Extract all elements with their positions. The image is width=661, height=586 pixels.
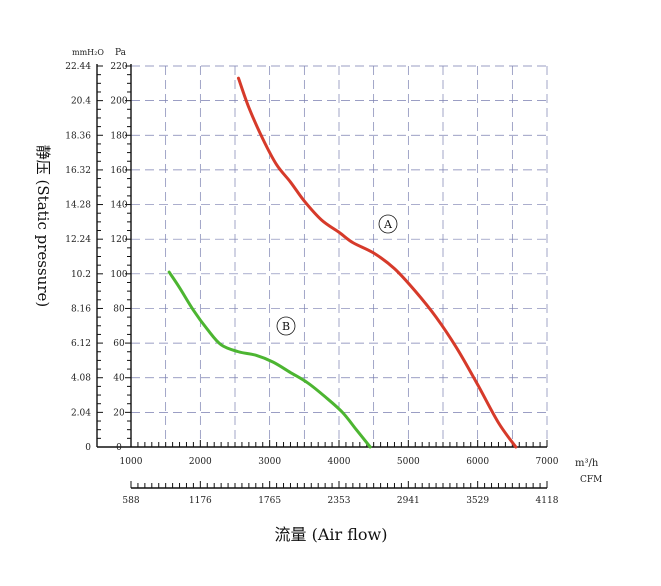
- x-axis-title: 流量 (Air flow): [275, 525, 388, 544]
- cfm-tick-label: 4118: [536, 496, 559, 506]
- y-tick-label-mmh2o: 4.08: [71, 374, 91, 384]
- x-unit-primary: m³/h: [575, 458, 599, 469]
- x-tick-label: 6000: [466, 457, 489, 467]
- series-line-a: [236, 76, 518, 449]
- y-tick-label-pa: 40: [113, 374, 125, 384]
- x-tick-label: 5000: [397, 457, 420, 467]
- cfm-tick-label: 1765: [258, 496, 281, 506]
- y-tick-label-mmh2o: 18.36: [65, 131, 91, 141]
- y-tick-label-pa: 120: [110, 235, 127, 245]
- x-tick-label: 7000: [536, 457, 559, 467]
- y-tick-label-mmh2o: 6.12: [71, 339, 91, 349]
- y-axis-title: 静压 (Static pressure): [34, 145, 52, 307]
- y-tick-label-pa: 140: [110, 201, 127, 211]
- x-tick-label: 1000: [120, 457, 143, 467]
- series-b-label: B: [282, 320, 290, 333]
- cfm-tick-label: 2353: [328, 496, 351, 506]
- y-tick-label-mmh2o: 8.16: [71, 304, 91, 314]
- y-tick-label-mmh2o: 0: [85, 443, 91, 453]
- y-tick-label-pa: 160: [110, 166, 127, 176]
- y-tick-label-pa: 220: [110, 62, 127, 72]
- cfm-tick-label: 3529: [466, 496, 489, 506]
- y-tick-label-mmh2o: 16.32: [65, 166, 91, 176]
- x-tick-label: 3000: [258, 457, 281, 467]
- series-line-b: [167, 270, 372, 449]
- cfm-tick-label: 2941: [397, 496, 420, 506]
- y-tick-label-pa: 0: [116, 443, 122, 453]
- ticks: 0 20 40 60 80 100 120 140 160 180 200 220 0 2.04 4.08 6…: [65, 62, 558, 506]
- y-tick-label-pa: 180: [110, 131, 127, 141]
- y-tick-label-mmh2o: 12.24: [65, 235, 91, 245]
- cfm-tick-label: 588: [122, 496, 139, 506]
- series-a-label-circle: [378, 214, 398, 234]
- y-tick-label-pa: 60: [113, 339, 125, 349]
- x-tick-label: 4000: [328, 457, 351, 467]
- y-tick-label-pa: 20: [113, 408, 125, 418]
- x-unit-secondary: CFM: [580, 475, 602, 485]
- y-tick-label-pa: 80: [113, 304, 125, 314]
- series-lines: [167, 76, 518, 449]
- y-tick-label-mmh2o: 22.44: [65, 62, 91, 72]
- y-tick-label-pa: 200: [110, 97, 127, 107]
- y-tick-label-mmh2o: 2.04: [71, 408, 91, 418]
- y-tick-label-mmh2o: 20.4: [71, 97, 91, 107]
- y-unit-right: Pa: [115, 48, 127, 58]
- series-b-label-circle: [276, 316, 296, 336]
- series-a-label: A: [383, 218, 393, 231]
- x-tick-label: 2000: [189, 457, 212, 467]
- y-unit-left: mmH₂O: [72, 48, 104, 57]
- cfm-tick-label: 1176: [189, 496, 212, 506]
- y-tick-label-mmh2o: 10.2: [71, 270, 91, 280]
- y-tick-label-pa: 100: [110, 270, 127, 280]
- axes: [96, 64, 547, 489]
- y-tick-label-mmh2o: 14.28: [65, 201, 91, 211]
- grid: [131, 65, 548, 447]
